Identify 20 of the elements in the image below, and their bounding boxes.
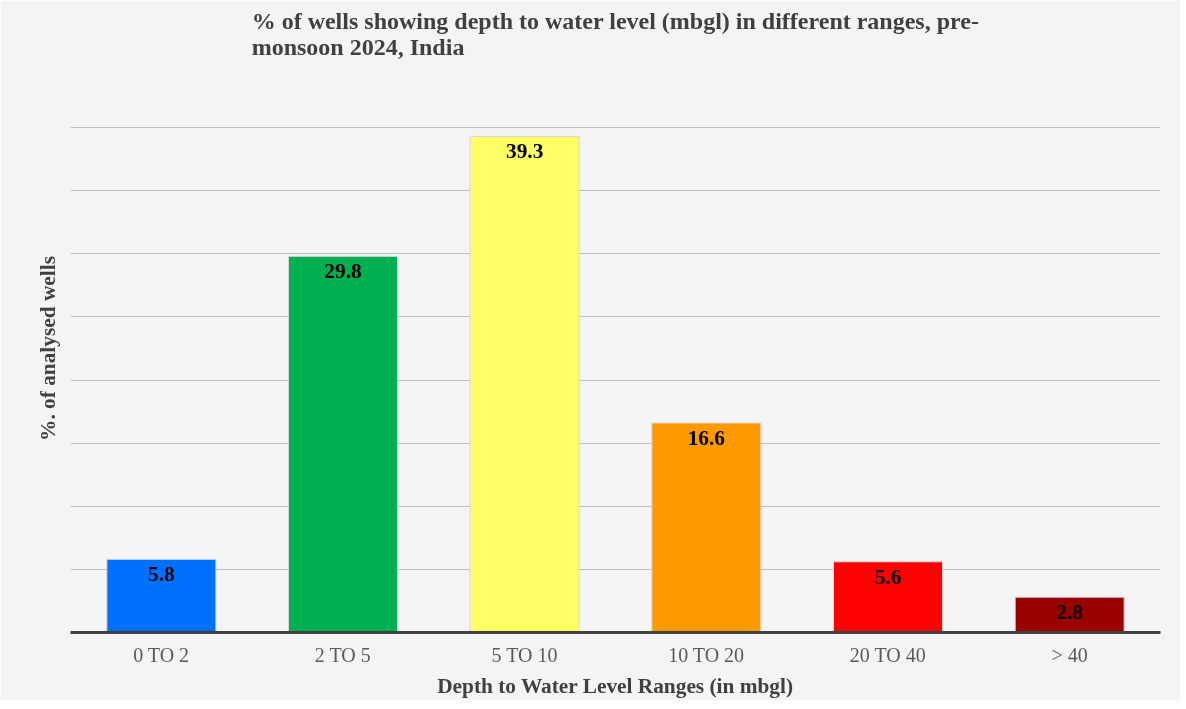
- x-axis-title: Depth to Water Level Ranges (in mbgl): [437, 673, 794, 698]
- bar: [833, 561, 943, 633]
- data-label: 5.8: [148, 562, 175, 587]
- data-label: 2.8: [1056, 600, 1084, 625]
- data-label: 39.3: [506, 139, 544, 164]
- data-label: 5.6: [874, 564, 902, 589]
- bar: [288, 255, 398, 633]
- x-tick-label: 2 TO 5: [314, 643, 371, 666]
- bar: [651, 422, 762, 633]
- x-tick-label: 0 TO 2: [133, 643, 190, 666]
- data-label: 16.6: [687, 425, 726, 450]
- x-tick-label: 10 TO 20: [668, 643, 745, 666]
- bar: [469, 135, 580, 633]
- chart-title: % of wells showing depth to water level (mbgl) in different ranges, pre-monsoon 2024, India: [251, 7, 979, 60]
- x-tick-label: > 40: [1051, 643, 1088, 666]
- x-tick-label: 5 TO 10: [491, 643, 558, 666]
- bar: [106, 558, 217, 633]
- x-tick-label: 20 TO 40: [849, 643, 926, 666]
- data-label: 29.8: [324, 259, 362, 284]
- y-axis-title: %. of analysed wells: [35, 256, 60, 441]
